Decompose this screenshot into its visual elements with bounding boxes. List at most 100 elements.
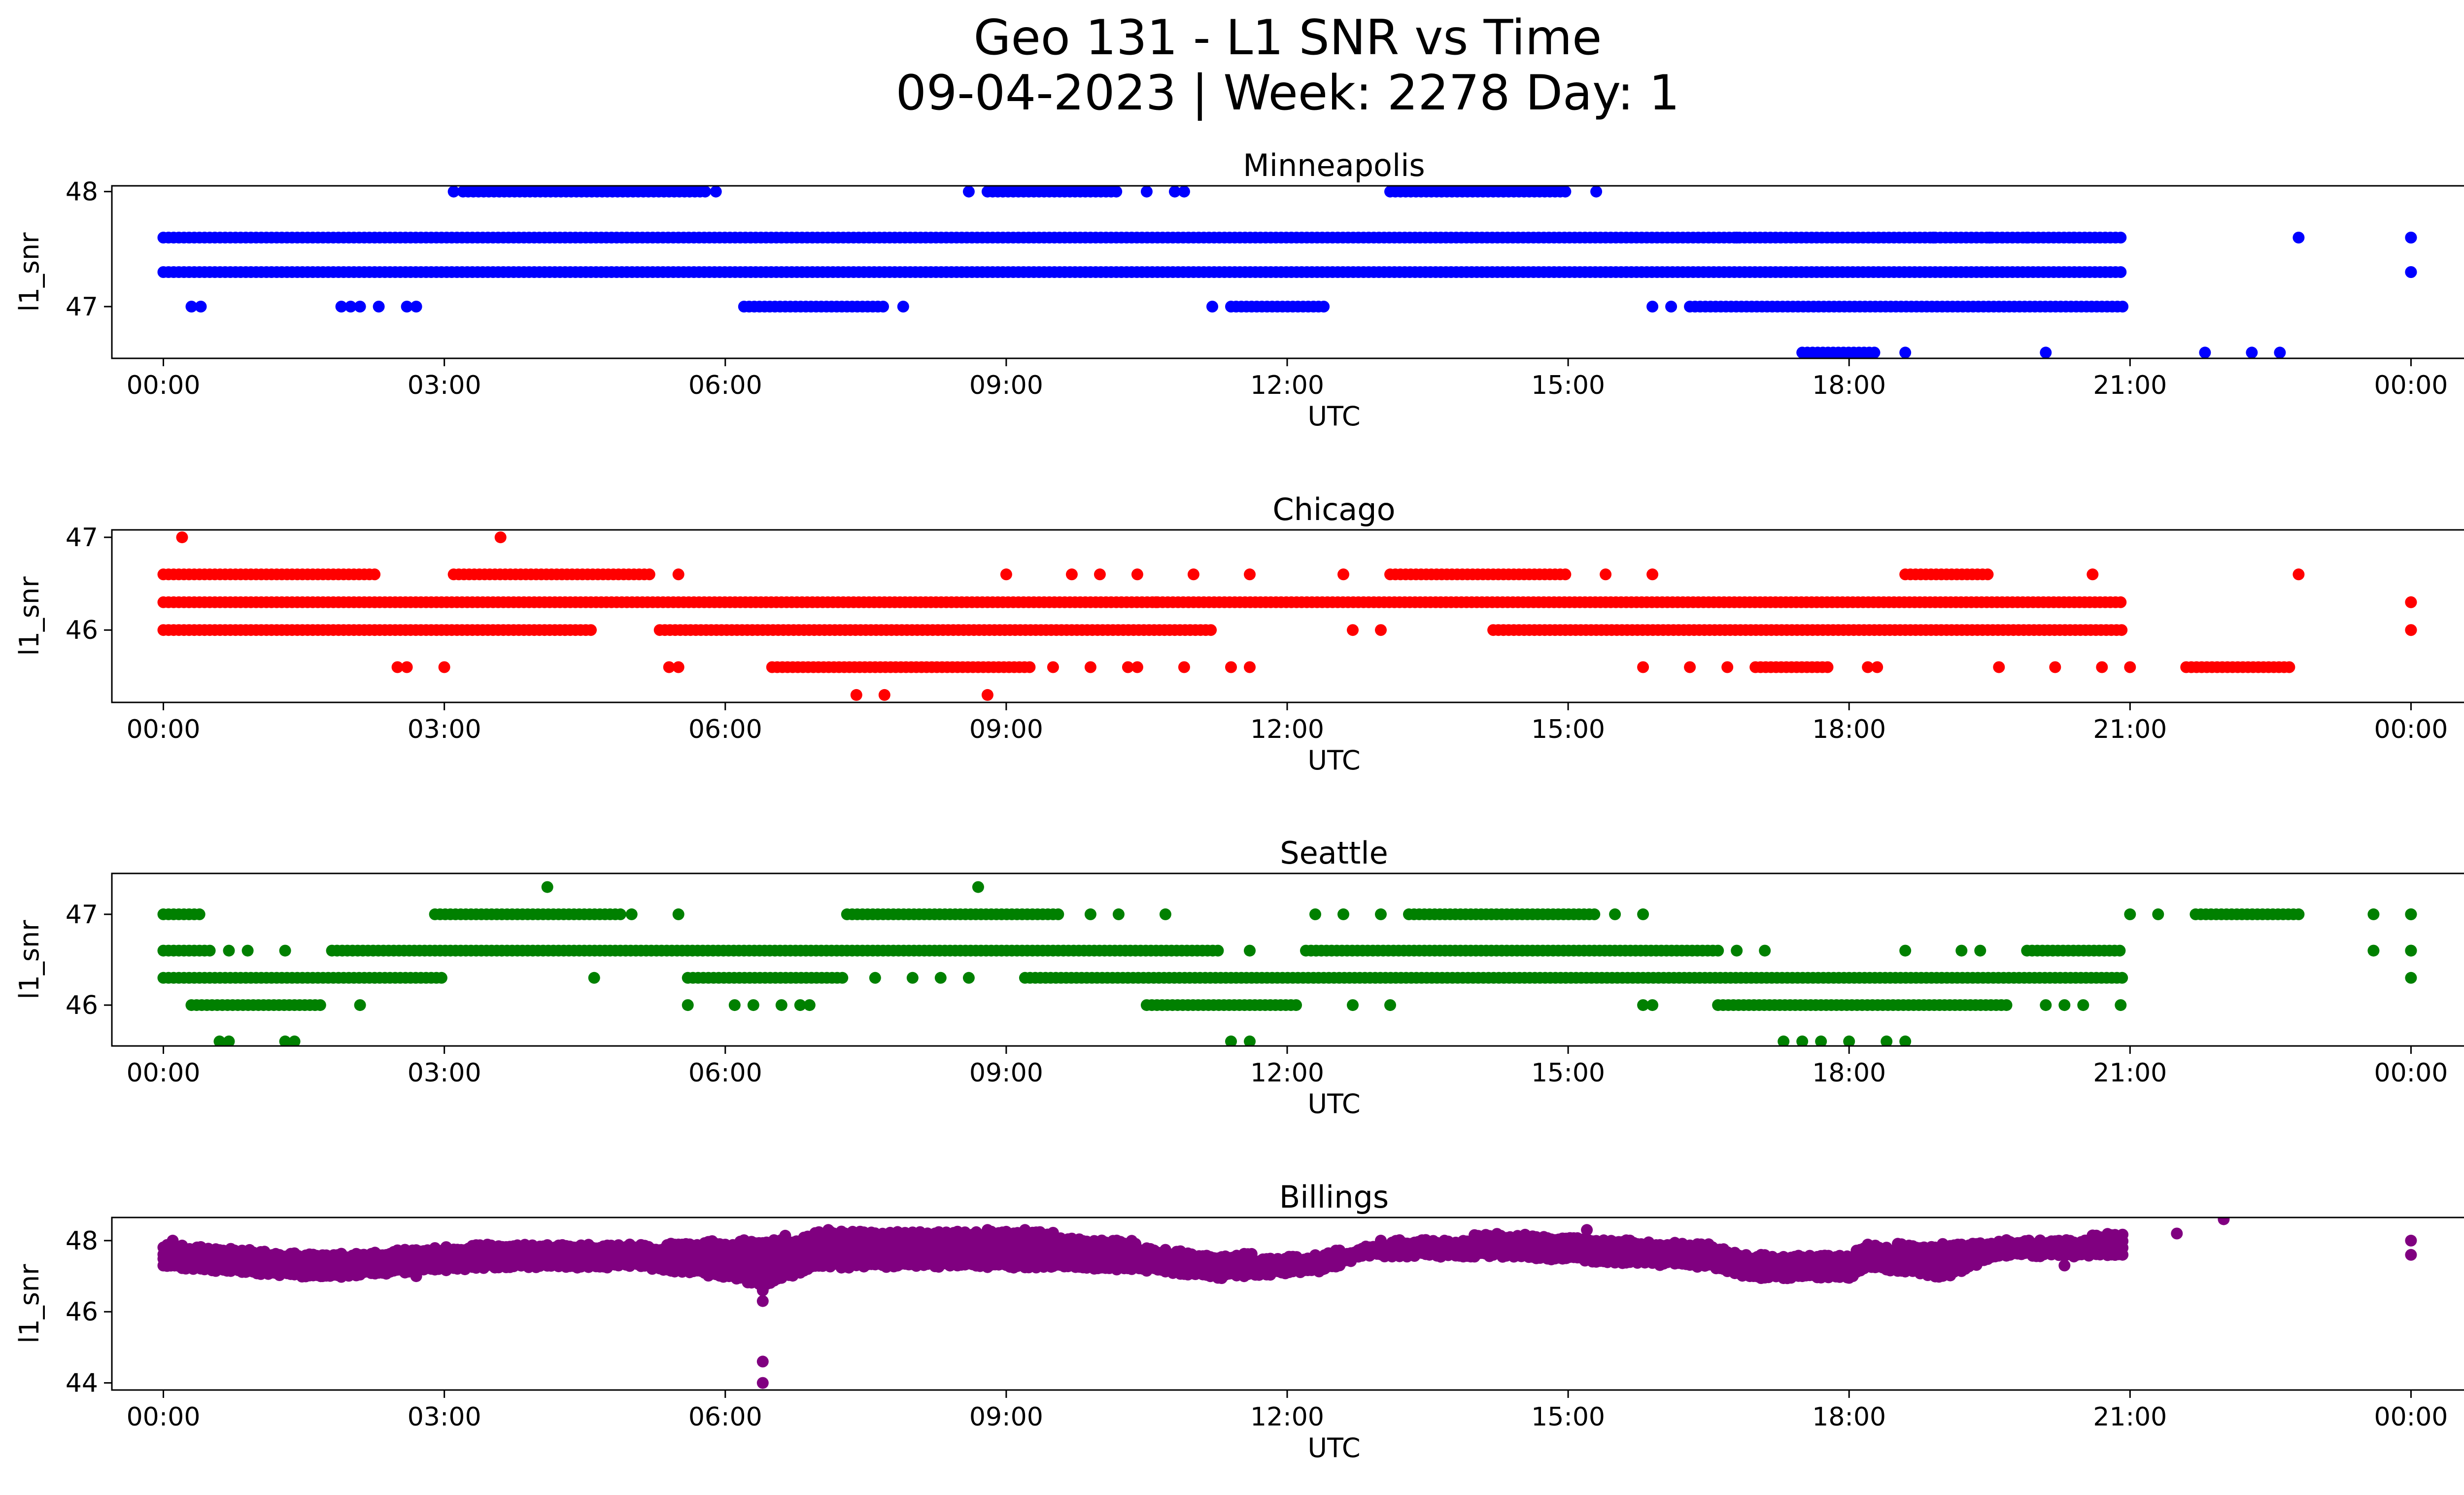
data-points	[157, 881, 2417, 1046]
x-tick-label: 15:00	[1531, 1058, 1605, 1088]
data-point	[193, 908, 205, 920]
data-point	[643, 568, 655, 581]
y-axis-label: l1_snr	[14, 576, 45, 656]
data-point	[2152, 908, 2164, 920]
data-point	[288, 1035, 301, 1046]
data-point	[1131, 661, 1143, 673]
data-point	[614, 908, 626, 920]
data-point	[906, 972, 919, 984]
x-axis-label: UTC	[1307, 745, 1360, 776]
data-point	[877, 301, 889, 313]
data-point	[1899, 347, 1912, 358]
y-tick-label: 47	[66, 523, 98, 553]
data-point	[2293, 908, 2305, 920]
data-point	[1225, 1035, 1237, 1046]
x-tick-label: 00:00	[2374, 371, 2448, 400]
y-tick-label: 46	[66, 616, 98, 645]
data-point	[1868, 347, 1881, 358]
data-point	[962, 186, 975, 198]
data-point	[2021, 232, 2033, 243]
plot-frame	[111, 185, 2464, 359]
data-point	[2405, 1234, 2417, 1247]
data-point	[803, 999, 816, 1011]
data-point	[2405, 972, 2417, 984]
data-point	[2115, 999, 2127, 1011]
data-point	[775, 999, 787, 1011]
data-point	[1212, 944, 1224, 957]
x-tick-label: 09:00	[969, 715, 1043, 744]
data-point	[2293, 232, 2305, 243]
data-point	[1665, 301, 1677, 313]
data-point	[1347, 624, 1359, 636]
data-point	[1731, 232, 1743, 243]
subplot-title: Chicago	[1272, 491, 1395, 527]
x-axis-label: UTC	[1307, 1088, 1360, 1119]
data-point	[2116, 624, 2128, 636]
data-point	[1637, 908, 1649, 920]
data-point	[2199, 347, 2211, 358]
data-point	[213, 1035, 226, 1046]
data-point	[1347, 999, 1359, 1011]
x-tick-label: 03:00	[408, 715, 481, 744]
x-tick-label: 12:00	[1250, 715, 1324, 744]
data-point	[2114, 944, 2126, 957]
data-point	[981, 689, 993, 701]
data-point	[2068, 232, 2080, 243]
data-point	[1047, 661, 1059, 673]
data-point	[2405, 596, 2417, 608]
subplot-title: Minneapolis	[1243, 147, 1425, 183]
data-point	[1637, 661, 1649, 673]
data-point	[2218, 1217, 2230, 1225]
data-point	[1778, 1035, 1790, 1046]
x-tick-label: 06:00	[688, 371, 762, 400]
data-point	[756, 1295, 769, 1307]
data-point	[1759, 944, 1771, 957]
data-point	[1187, 568, 1199, 581]
x-tick-label: 18:00	[1812, 1058, 1886, 1088]
data-point	[756, 1377, 769, 1389]
y-tick-label: 46	[66, 991, 98, 1020]
data-point	[401, 661, 413, 673]
data-point	[1309, 908, 1321, 920]
x-tick-label: 09:00	[969, 371, 1043, 400]
data-point	[1731, 944, 1743, 957]
data-point	[1112, 908, 1125, 920]
data-point	[1609, 908, 1621, 920]
x-tick-label: 03:00	[408, 1058, 481, 1088]
data-point	[794, 999, 806, 1011]
data-point	[1821, 661, 1834, 673]
data-point	[195, 301, 207, 313]
data-point	[1721, 661, 1734, 673]
y-axis-label: l1_snr	[14, 232, 45, 312]
data-point	[1646, 568, 1659, 581]
data-point	[1205, 624, 1217, 636]
data-point	[354, 301, 366, 313]
data-point	[1065, 568, 1078, 581]
plot-frame	[111, 872, 2464, 1047]
data-point	[2058, 1259, 2071, 1272]
data-point	[2115, 266, 2127, 278]
data-point	[1084, 661, 1096, 673]
data-point	[223, 944, 235, 957]
data-point	[672, 661, 684, 673]
x-tick-label: 12:00	[1250, 371, 1324, 400]
data-point	[1993, 661, 2005, 673]
data-point	[2096, 661, 2108, 673]
data-point	[1684, 661, 1696, 673]
data-point	[1131, 568, 1143, 581]
data-point	[836, 972, 849, 984]
data-point	[2367, 908, 2380, 920]
data-point	[1796, 1035, 1809, 1046]
data-point	[2115, 232, 2127, 243]
data-point	[2246, 347, 2258, 358]
data-point	[2124, 661, 2136, 673]
data-point	[435, 972, 447, 984]
data-point	[878, 689, 890, 701]
data-point	[410, 301, 422, 313]
data-point	[1094, 568, 1106, 581]
data-point	[1559, 186, 1572, 198]
data-point	[1881, 1035, 1893, 1046]
data-point	[401, 301, 413, 313]
data-point	[1244, 568, 1256, 581]
